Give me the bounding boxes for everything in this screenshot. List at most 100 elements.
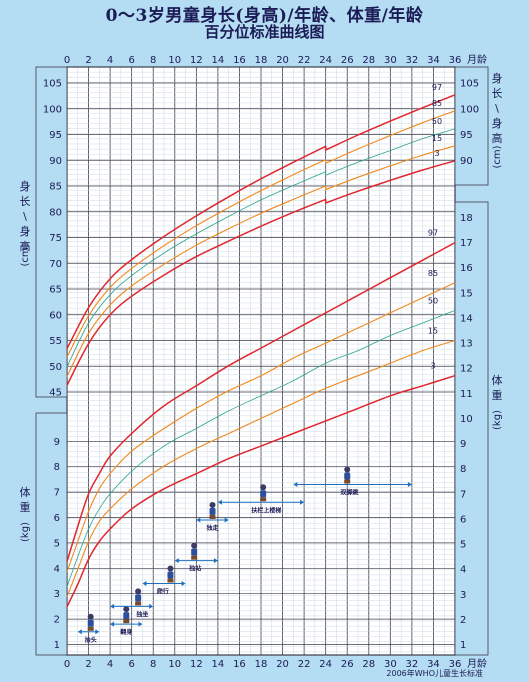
weight-axis-unit-left: (kg) [20,522,31,542]
length-tick-left: 105 [43,79,62,90]
weight-label-p85: 85 [428,269,438,278]
milestone-label: 双脚跳 [340,488,358,496]
x-tick-top: 22 [298,55,311,66]
milestone-label: 扶栏上楼梯 [251,506,281,514]
milestone-figure-icon [209,502,216,520]
x-tick-top: 18 [255,55,268,66]
weight-tick-right: 6 [460,514,466,525]
milestone-figure-icon [87,613,94,631]
length-tick-left: 90 [49,156,62,167]
x-tick-top: 10 [168,55,181,66]
x-tick-bottom: 8 [150,659,156,670]
x-tick-bottom: 10 [168,659,181,670]
x-tick-bottom: 24 [319,659,332,670]
x-tick-bottom: 4 [107,659,113,670]
x-tick-bottom: 28 [362,659,375,670]
weight-axis-title-right: 体重 [492,373,503,402]
milestone-arrow-4 [174,558,218,564]
weight-axis-title-left: 体重 [20,485,31,514]
source-note: 2006年WHO儿童生长标准 [386,669,483,678]
weight-curve-p50 [66,310,456,587]
length-tick-left: 65 [49,285,62,296]
weight-label-p97: 97 [428,229,438,238]
weight-tick-right: 2 [460,615,466,626]
svg-text:身: 身 [492,116,503,130]
x-tick-top: 30 [384,55,397,66]
weight-tick-left: 5 [54,538,60,549]
weight-tick-left: 3 [54,589,60,600]
svg-text:\: \ [495,102,499,115]
length-tick-right: 105 [460,79,479,90]
x-tick-top: 34 [427,55,440,66]
weight-axis-unit-right: (kg) [492,410,503,430]
weight-tick-left: 9 [54,437,60,448]
x-tick-bottom: 14 [212,659,225,670]
x-tick-bottom: 6 [128,659,134,670]
milestone-label: 独站 [188,565,201,573]
weight-curve-p3 [66,374,456,608]
x-axis-label-top: 月龄 [467,53,487,66]
left-length-panel [35,66,68,398]
milestone-label: 独走 [205,524,218,532]
length-label-p50: 50 [432,117,442,126]
x-tick-top: 0 [64,55,70,66]
weight-tick-right: 1 [460,640,466,651]
length-curve-p97 [66,94,456,350]
length-tick-right: 90 [460,156,473,167]
x-tick-top: 14 [212,55,225,66]
weight-tick-right: 7 [460,489,466,500]
weight-tick-right: 5 [460,540,466,551]
milestone-label: 爬行 [156,588,169,596]
milestone-arrow-3 [142,581,186,587]
weight-tick-left: 1 [54,640,60,651]
milestone-figure-icon [260,484,267,502]
x-tick-bottom: 12 [190,659,203,670]
svg-text:重: 重 [492,388,503,402]
length-tick-left: 55 [49,336,62,347]
weight-label-p15: 15 [428,327,438,336]
weight-tick-left: 2 [54,615,60,626]
length-axis-unit-left: (cm) [20,243,31,266]
length-tick-left: 95 [49,130,62,141]
x-tick-top: 26 [341,55,354,66]
length-label-p3: 3 [434,149,439,158]
milestone-figure-icon [191,542,198,560]
svg-text:长: 长 [20,195,31,208]
milestone-label: 独坐 [135,610,148,618]
x-tick-top: 28 [362,55,375,66]
weight-tick-right: 3 [460,590,466,601]
x-tick-bottom: 0 [64,659,70,670]
weight-tick-right: 8 [460,464,466,475]
svg-text:\: \ [23,210,27,223]
x-tick-top: 16 [233,55,246,66]
length-axis-title-left: 身长\身高 [20,179,31,253]
length-tick-left: 85 [49,182,62,193]
length-tick-left: 50 [49,362,62,373]
length-label-p15: 15 [432,134,442,143]
length-tick-right: 100 [460,104,479,115]
x-tick-bottom: 30 [384,659,397,670]
x-axis-label-bottom: 月龄 [467,657,487,670]
weight-tick-right: 13 [460,339,473,350]
x-tick-bottom: 16 [233,659,246,670]
svg-text:高: 高 [20,239,31,253]
x-tick-top: 4 [107,55,113,66]
length-axis-title-right: 身长\身高 [492,71,503,145]
weight-tick-right: 14 [460,313,473,324]
svg-text:身: 身 [20,179,31,193]
weight-tick-right: 4 [460,565,466,576]
weight-tick-left: 6 [54,513,60,524]
length-tick-left: 60 [49,310,62,321]
x-tick-bottom: 18 [255,659,268,670]
svg-text:身: 身 [492,71,503,85]
left-weight-panel [35,412,68,656]
milestone-label: 抬头 [85,636,97,644]
milestone-arrow-7 [293,481,412,487]
length-label-p85: 85 [432,99,442,108]
svg-text:身: 身 [20,224,31,238]
length-curve-p3 [66,160,456,386]
milestone-arrow-5 [196,517,229,523]
milestone-figure-icon [167,565,174,583]
milestone-figure-icon [123,606,130,624]
